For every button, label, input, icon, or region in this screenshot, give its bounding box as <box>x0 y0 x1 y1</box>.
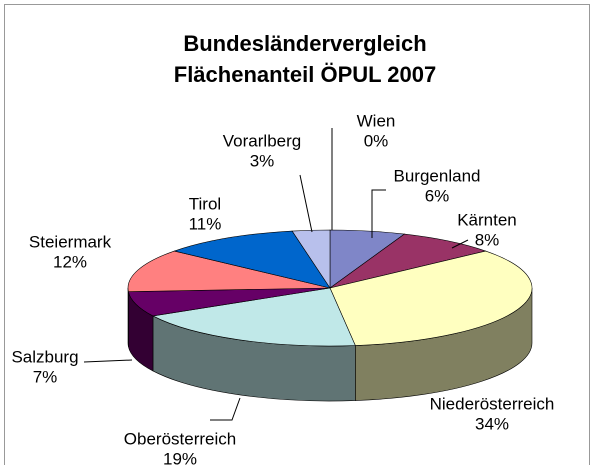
value-label: 6% <box>425 186 450 205</box>
slice <box>291 229 331 289</box>
leader-line <box>451 239 469 249</box>
value-label: 0% <box>364 131 389 150</box>
slice-label: Steiermark <box>29 232 112 251</box>
chart-title: Bundesländervergleich <box>183 31 426 56</box>
value-label: 12% <box>53 252 87 271</box>
slice-label: Wien <box>357 111 396 130</box>
leader-line <box>210 397 241 421</box>
value-label: 7% <box>33 367 58 386</box>
slice-label: Burgenland <box>394 166 481 185</box>
slice <box>127 250 331 292</box>
slice-label: Salzburg <box>11 347 78 366</box>
slice <box>329 250 533 346</box>
chart-subtitle: Flächenanteil ÖPUL 2007 <box>174 62 436 87</box>
slice-label: Vorarlberg <box>223 131 301 150</box>
slice-label: Kärnten <box>457 210 517 229</box>
leader-line <box>83 359 133 363</box>
slice-label: Tirol <box>189 194 221 213</box>
leader-line <box>371 189 386 238</box>
slice <box>152 287 356 347</box>
value-label: 3% <box>250 151 275 170</box>
value-label: 34% <box>475 414 509 433</box>
value-label: 8% <box>475 230 500 249</box>
leader-line <box>299 174 313 233</box>
slice <box>329 233 487 289</box>
value-label: 11% <box>189 214 222 233</box>
slice-label: Niederösterreich <box>430 394 555 413</box>
value-label: 19% <box>163 449 197 465</box>
slice <box>173 230 331 289</box>
slice-label: Oberösterreich <box>124 429 236 448</box>
